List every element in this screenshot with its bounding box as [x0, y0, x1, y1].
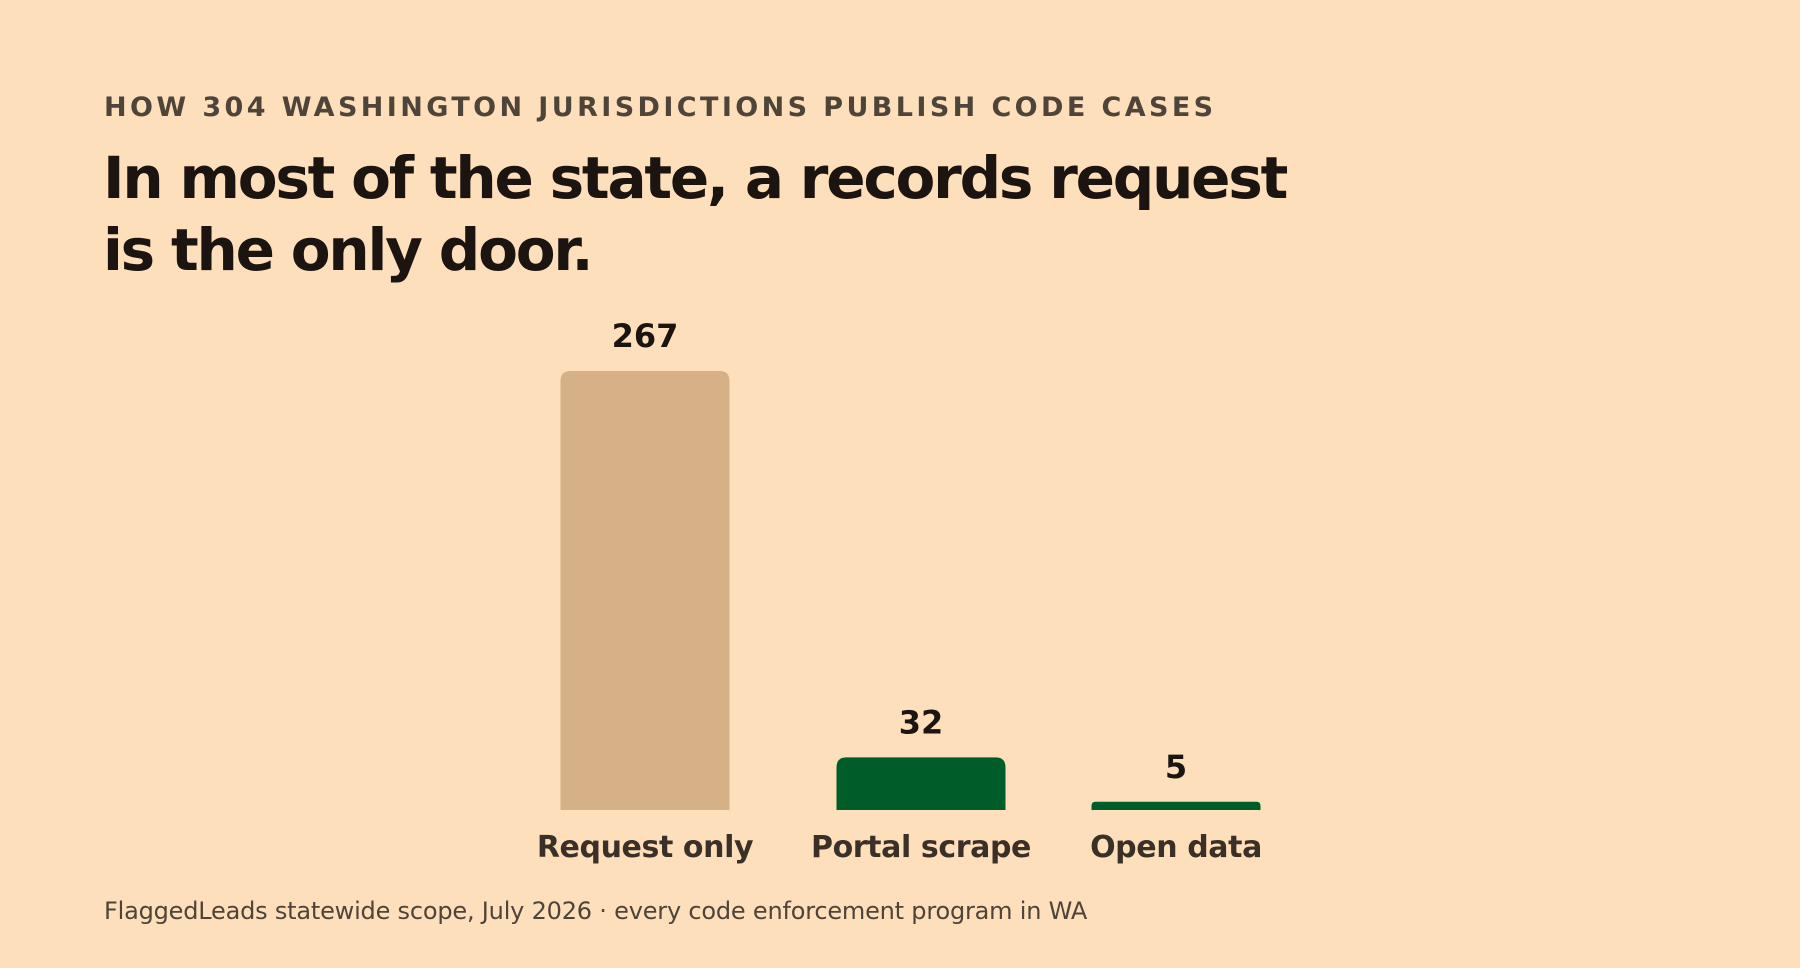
bar-open-data — [1091, 801, 1261, 810]
bar-value-label: 32 — [899, 703, 944, 741]
source-footnote: FlaggedLeads statewide scope, July 2026 … — [104, 897, 1088, 925]
chart-kicker: HOW 304 WASHINGTON JURISDICTIONS PUBLISH… — [104, 92, 1217, 123]
bar-request-only — [560, 371, 730, 810]
chart-headline: In most of the state, a records request … — [103, 142, 1343, 286]
headline-line-1: In most of the state, a records request — [103, 144, 1288, 212]
category-label: Portal scrape — [811, 830, 1031, 865]
bar-value-label: 5 — [1165, 748, 1187, 786]
category-label: Open data — [1090, 830, 1262, 865]
bar-value-label: 267 — [612, 317, 679, 355]
headline-line-2: is the only door. — [103, 216, 594, 284]
category-label: Request only — [537, 830, 754, 865]
bar-portal-scrape — [836, 757, 1006, 810]
